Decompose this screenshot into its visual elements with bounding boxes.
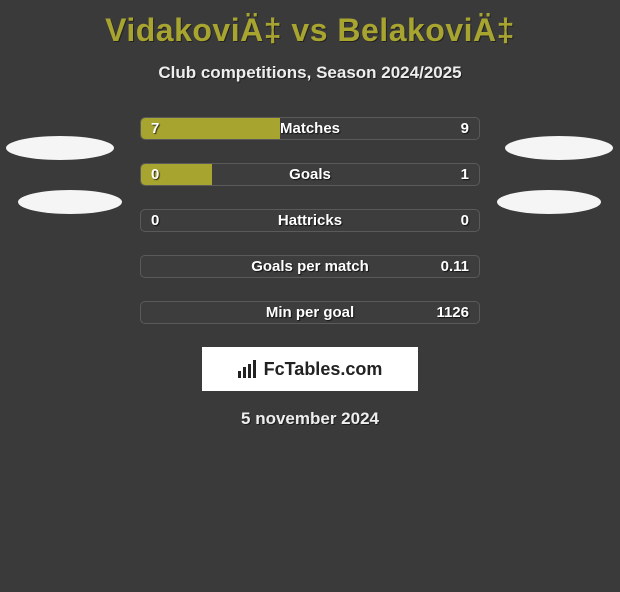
stat-fill-left [141,118,280,139]
stat-value-right: 0 [461,212,469,229]
stat-label: Goals per match [251,258,369,275]
brand-text: FcTables.com [264,359,383,380]
stat-label: Goals [289,166,331,183]
page-subtitle: Club competitions, Season 2024/2025 [0,63,620,83]
decor-ellipse [18,190,122,214]
stat-value-left: 7 [151,120,159,137]
bars-icon [238,360,258,378]
stat-label: Matches [280,120,340,137]
date-label: 5 november 2024 [0,409,620,429]
stat-row: Goals per match 0.11 [140,255,480,278]
stat-value-right: 1 [461,166,469,183]
stat-value-left: 0 [151,166,159,183]
decor-ellipse [505,136,613,160]
stat-row: 0 Goals 1 [140,163,480,186]
stat-value-left: 0 [151,212,159,229]
stat-label: Min per goal [266,304,354,321]
brand-logo[interactable]: FcTables.com [202,347,418,391]
decor-ellipse [497,190,601,214]
stat-value-right: 9 [461,120,469,137]
stat-label: Hattricks [278,212,342,229]
stat-row: 0 Hattricks 0 [140,209,480,232]
stat-row: 7 Matches 9 [140,117,480,140]
decor-ellipse [6,136,114,160]
stat-row: Min per goal 1126 [140,301,480,324]
comparison-chart: 7 Matches 9 0 Goals 1 0 Hattricks 0 Goals per mat… [140,117,480,324]
stat-value-right: 1126 [436,304,469,321]
page-title: VidakoviÄ‡ vs BelakoviÄ‡ [0,12,620,49]
stat-value-right: 0.11 [441,258,469,275]
